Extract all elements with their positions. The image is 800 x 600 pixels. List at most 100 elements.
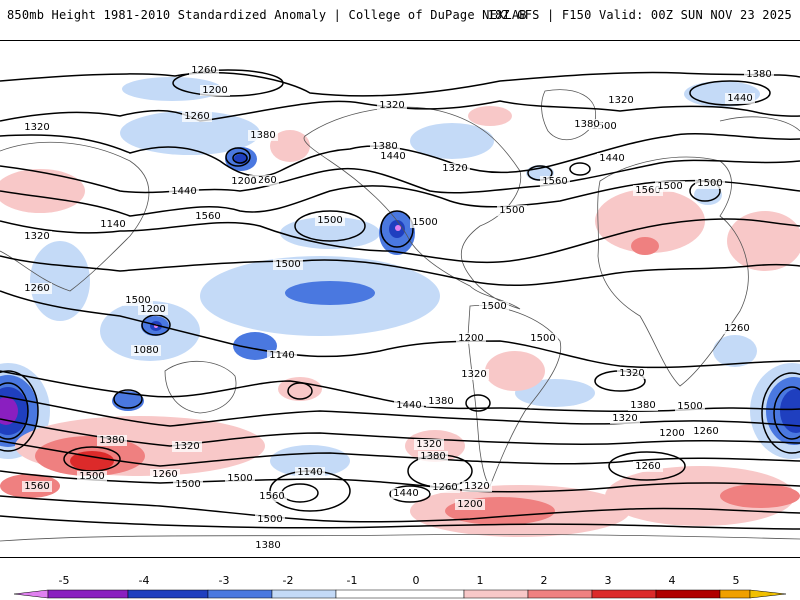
colorbar: -5 -4 -3 -2 -1 0 1 2 3 4 5 bbox=[13, 574, 787, 599]
contour-line bbox=[465, 394, 491, 412]
contour-label: 1320 bbox=[442, 163, 467, 174]
contour-label-bg bbox=[370, 141, 400, 152]
contour-label: 1560 bbox=[24, 481, 49, 492]
anomaly-positive-region bbox=[727, 211, 800, 271]
contour-label: 1260 bbox=[24, 283, 49, 294]
contour-line bbox=[0, 470, 800, 493]
contour-label: 1560 bbox=[259, 491, 284, 502]
contour-label-bg bbox=[253, 540, 283, 551]
contour-line bbox=[294, 210, 366, 242]
colorbar-tick-label: 0 bbox=[413, 574, 420, 587]
contour-label-bg bbox=[257, 491, 287, 502]
contour-label-bg bbox=[273, 259, 303, 270]
anomaly-negative-region bbox=[780, 389, 800, 433]
contour-label: 1320 bbox=[608, 95, 633, 106]
contour-label: 1320 bbox=[379, 100, 404, 111]
contour-label-bg bbox=[410, 217, 440, 228]
contour-label: 1200 bbox=[457, 499, 482, 510]
contour-label-bg bbox=[426, 396, 456, 407]
contour-label: 1500 bbox=[657, 181, 682, 192]
contour-label-bg bbox=[255, 514, 285, 525]
contour-label-bg bbox=[633, 185, 663, 196]
contour-label: 1200 bbox=[231, 176, 256, 187]
contour-label-bg bbox=[589, 121, 619, 132]
contour-label-bg bbox=[22, 231, 52, 242]
contour-label: 1200 bbox=[202, 85, 227, 96]
anomaly-positive-region bbox=[270, 130, 310, 162]
colorbar-tick-label: 3 bbox=[605, 574, 612, 587]
contour-label: 1500 bbox=[125, 295, 150, 306]
contour-label-bg bbox=[722, 323, 752, 334]
colorbar-swatch bbox=[719, 589, 751, 599]
contour-line bbox=[0, 133, 800, 177]
contour-label: 1380 bbox=[630, 400, 655, 411]
contour-line bbox=[225, 147, 251, 167]
contour-label-bg bbox=[123, 295, 153, 306]
contour-label-bg bbox=[22, 481, 52, 492]
contour-label-bg bbox=[394, 400, 424, 411]
contour-label-bg bbox=[497, 205, 527, 216]
contour-line bbox=[0, 395, 800, 427]
contour-label-bg bbox=[633, 461, 663, 472]
anomaly-negative-region bbox=[120, 111, 260, 155]
contour-label: 1380 bbox=[372, 141, 397, 152]
contour-label-bg bbox=[744, 69, 774, 80]
contour-line bbox=[0, 71, 800, 97]
contour-label-bg bbox=[315, 215, 345, 226]
colorbar-swatch bbox=[127, 589, 209, 599]
contour-label-bg bbox=[267, 350, 297, 361]
contour-label-bg bbox=[98, 219, 128, 230]
contour-label-bg bbox=[189, 65, 219, 76]
contour-label: 1320 bbox=[619, 368, 644, 379]
contour-label: 1500 bbox=[677, 401, 702, 412]
contour-label: 1440 bbox=[727, 93, 752, 104]
colorbar-swatch bbox=[591, 589, 657, 599]
contour-label-bg bbox=[440, 163, 470, 174]
colorbar-swatch bbox=[527, 589, 593, 599]
contour-label-bg bbox=[378, 151, 408, 162]
contour-label-bg bbox=[691, 426, 721, 437]
contour-label-bg bbox=[430, 482, 460, 493]
contour-label-bg bbox=[572, 119, 602, 130]
contour-label: 1560 bbox=[542, 176, 567, 187]
contour-label: 1500 bbox=[175, 479, 200, 490]
south-america-outline bbox=[467, 305, 562, 487]
contour-label: 1320 bbox=[612, 413, 637, 424]
contour-label-bg bbox=[675, 401, 705, 412]
contour-label-bg bbox=[610, 413, 640, 424]
contour-label: 1140 bbox=[100, 219, 125, 230]
contour-label: 1440 bbox=[396, 400, 421, 411]
contour-label-bg bbox=[528, 333, 558, 344]
contour-label: 1500 bbox=[530, 333, 555, 344]
colorbar-swatch bbox=[47, 589, 129, 599]
contour-label: 1500 bbox=[481, 301, 506, 312]
contour-label: 1500 bbox=[412, 217, 437, 228]
colorbar-tick-label: 1 bbox=[477, 574, 484, 587]
contour-label: 1500 bbox=[79, 471, 104, 482]
model-run-info: 18Z GFS | F150 Valid: 00Z SUN NOV 23 202… bbox=[487, 8, 792, 22]
contour-label-bg bbox=[172, 441, 202, 452]
contour-label-bg bbox=[540, 176, 570, 187]
contour-label-bg bbox=[173, 479, 203, 490]
contour-label: 1560 bbox=[635, 185, 660, 196]
colorbar-tick-label: 5 bbox=[733, 574, 740, 587]
contour-label: 1440 bbox=[599, 153, 624, 164]
contour-label: 1380 bbox=[250, 130, 275, 141]
anomaly-negative-region bbox=[395, 225, 401, 231]
contour-label: 1320 bbox=[24, 231, 49, 242]
contour-label-bg bbox=[725, 93, 755, 104]
colorbar-low-tip bbox=[13, 589, 49, 599]
anomaly-negative-region bbox=[410, 123, 494, 159]
anomaly-negative-region bbox=[285, 281, 375, 305]
contour-label: 1500 bbox=[591, 121, 616, 132]
colorbar-tick-label: 2 bbox=[541, 574, 548, 587]
anomaly-positive-region bbox=[468, 106, 512, 126]
contour-line bbox=[0, 495, 800, 523]
anomaly-negative-region bbox=[30, 241, 90, 321]
contour-label: 1260 bbox=[152, 469, 177, 480]
contour-label-bg bbox=[193, 211, 223, 222]
contour-label: 1200 bbox=[659, 428, 684, 439]
contour-label: 1380 bbox=[420, 451, 445, 462]
contour-label-bg bbox=[182, 111, 212, 122]
colorbar-swatch bbox=[207, 589, 273, 599]
